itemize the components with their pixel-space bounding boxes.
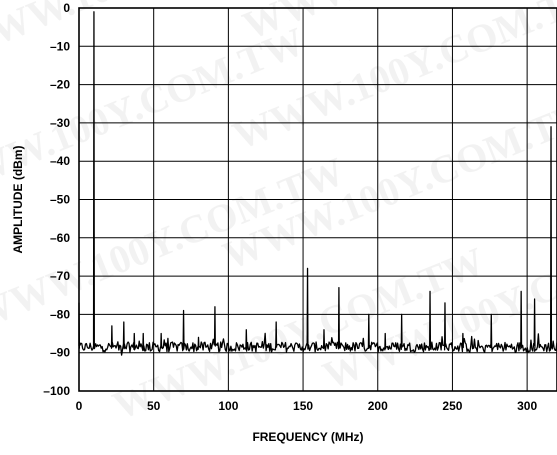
grid [79, 8, 557, 391]
y-axis-title: AMPLITUDE (dBm) [11, 146, 25, 254]
x-tick-label: 100 [218, 399, 238, 413]
y-tick-label: –10 [50, 39, 70, 53]
y-tick-label: 0 [63, 1, 70, 15]
x-axis-title: FREQUENCY (MHz) [252, 430, 363, 444]
x-tick-label: 200 [368, 399, 388, 413]
y-tick-label: –20 [50, 78, 70, 92]
x-tick-label: 0 [76, 399, 83, 413]
y-tick-labels: 0 –10 –20 –30 –40 –50 –60 –70 –80 –90 –100 [43, 1, 70, 398]
x-tick-labels: 0 50 100 150 200 250 300 [76, 399, 538, 413]
x-tick-label: 150 [293, 399, 313, 413]
y-tick-label: –80 [50, 307, 70, 321]
x-tick-label: 250 [442, 399, 462, 413]
y-tick-label: –60 [50, 231, 70, 245]
y-tick-label: –50 [50, 193, 70, 207]
y-tick-label: –90 [50, 346, 70, 360]
series-layer [78, 11, 557, 356]
spectrum-trace [78, 11, 557, 356]
y-tick-label: –30 [50, 116, 70, 130]
y-tick-label: –70 [50, 269, 70, 283]
y-tick-label: –40 [50, 154, 70, 168]
plot-frame [78, 7, 557, 392]
watermark: WWW.100Y.COM.TWWWW.100Y.COM.TWWWW.100Y.C… [0, 0, 557, 428]
x-tick-label: 50 [147, 399, 161, 413]
y-tick-label: –100 [43, 384, 70, 398]
x-tick-label: 300 [517, 399, 537, 413]
